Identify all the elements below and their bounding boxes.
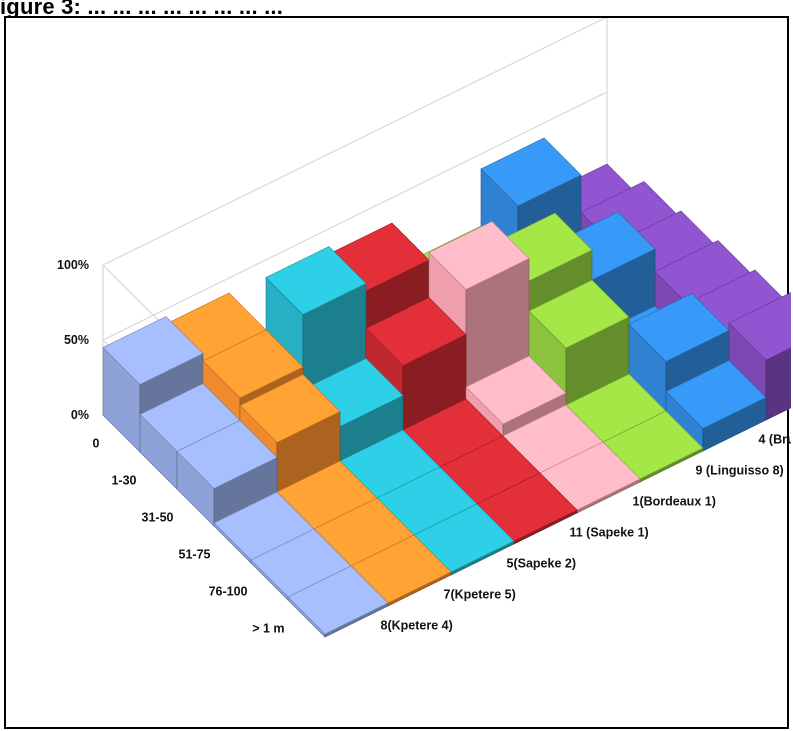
figure-caption: igure 3: ... ... ... ... ... ... ... ... [0,0,284,19]
bar-face-top [728,292,791,361]
bar-face-right [765,347,791,421]
bar-face-top [528,279,630,349]
bars-layer [102,137,791,638]
category-label: 76-100 [209,585,248,599]
series-label: 11 (Sapeke 1) [570,526,649,540]
bar-face-top [202,329,304,399]
series-label: 1(Bordeaux 1) [633,495,716,509]
bar-face-top [287,565,389,635]
bar [176,420,278,527]
series-label: 5(Sapeke 2) [507,557,576,571]
category-label: 31-50 [142,511,174,525]
y-tick-label: 100% [57,258,89,272]
bar-face-top [465,355,567,425]
category-label: 51-75 [179,548,211,562]
bar-face-top [239,374,341,443]
series-label: 7(Kpetere 5) [444,588,516,602]
bar-face-top [265,246,367,315]
series-label: 8(Kpetere 4) [381,619,453,633]
bar [665,360,767,452]
chart-frame: 0% 50% 100% 0 1-30 31-50 51-75 76-100 > 1 m 8(Kpe… [4,16,791,729]
bar [528,279,630,409]
bar [465,355,567,440]
category-label: 1-30 [111,474,136,488]
bar-face-top [102,316,204,385]
labels-layer: 0% 50% 100% 0 1-30 31-50 51-75 76-100 > 1 m 8(Kpe… [57,258,791,636]
bar-face-top [665,360,767,429]
bar-face-top [428,221,530,290]
y-tick-label: 0% [71,408,89,422]
bar3d-chart: 0% 50% 100% 0 1-30 31-50 51-75 76-100 > 1 m 8(Kpe… [57,18,791,638]
bar [287,565,389,638]
category-label: > 1 m [252,622,284,636]
bar-face-top [365,297,467,366]
series-label: 9 (Linguisso 8) [696,464,784,478]
bar-face-top [176,420,278,489]
y-tick-label: 50% [64,333,89,347]
series-label: 4 (Bruxelles) [759,433,792,447]
category-label: 0 [93,437,100,451]
bar-face-top [480,137,582,207]
